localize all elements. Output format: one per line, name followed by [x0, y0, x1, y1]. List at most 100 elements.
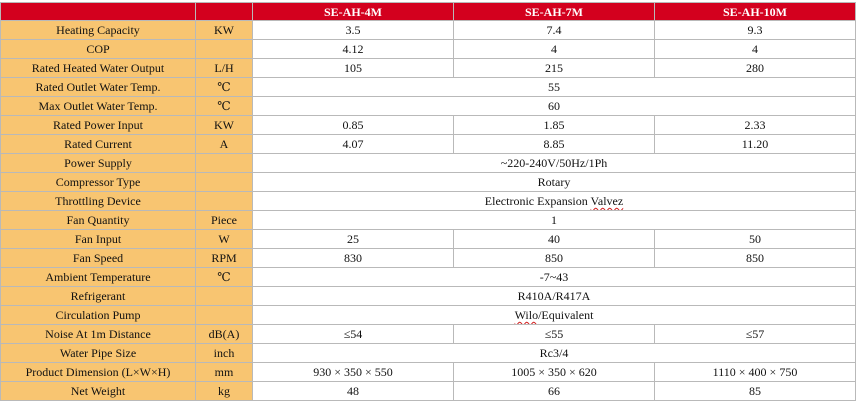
unit-label: kg	[195, 381, 253, 401]
table-row: Throttling Device Electronic Expansion V…	[0, 191, 856, 211]
value-cell: ≤57	[654, 324, 856, 344]
merged-value-cell: 1	[252, 210, 856, 230]
merged-value-cell: Wilo/Equivalent	[252, 305, 856, 325]
unit-label: ℃	[195, 267, 253, 287]
table-row: Rated Current A 4.07 8.85 11.20	[0, 134, 856, 154]
param-label: Water Pipe Size	[0, 343, 196, 363]
value-cell: 1110 × 400 × 750	[654, 362, 856, 382]
table-row: Fan Speed RPM 830 850 850	[0, 248, 856, 268]
merged-value-cell: Rotary	[252, 172, 856, 192]
param-label: Max Outlet Water Temp.	[0, 96, 196, 116]
param-label: Power Supply	[0, 153, 196, 173]
spellcheck-underlined-text: Wilo	[514, 308, 539, 322]
header-model-1: SE-AH-4M	[252, 2, 454, 21]
param-label: Rated Heated Water Output	[0, 58, 196, 78]
merged-value-cell: 55	[252, 77, 856, 97]
header-model-2: SE-AH-7M	[453, 2, 655, 21]
value-cell: 7.4	[453, 20, 655, 40]
value-cell: ≤54	[252, 324, 454, 344]
param-label: Rated Power Input	[0, 115, 196, 135]
value-cell: 4.12	[252, 39, 454, 59]
param-label: Net Weight	[0, 381, 196, 401]
merged-value-cell: R410A/R417A	[252, 286, 856, 306]
param-label: Compressor Type	[0, 172, 196, 192]
value-cell: 50	[654, 229, 856, 249]
merged-value-cell: -7~43	[252, 267, 856, 287]
value-cell: 11.20	[654, 134, 856, 154]
param-label: Throttling Device	[0, 191, 196, 211]
header-model-3: SE-AH-10M	[654, 2, 856, 21]
table-row: Compressor Type Rotary	[0, 172, 856, 192]
param-label: Rated Outlet Water Temp.	[0, 77, 196, 97]
value-cell: 0.85	[252, 115, 454, 135]
value-cell: ≤55	[453, 324, 655, 344]
table-row: Net Weight kg 48 66 85	[0, 381, 856, 401]
table-row: Rated Heated Water Output L/H 105 215 28…	[0, 58, 856, 78]
value-cell: 4.07	[252, 134, 454, 154]
param-label: Product Dimension (L×W×H)	[0, 362, 196, 382]
merged-value-cell: 60	[252, 96, 856, 116]
value-cell: 1005 × 350 × 620	[453, 362, 655, 382]
merged-value-cell: Electronic Expansion Valvez	[252, 191, 856, 211]
table-row: Ambient Temperature ℃ -7~43	[0, 267, 856, 287]
merged-value-cell: ~220-240V/50Hz/1Ph	[252, 153, 856, 173]
param-label: Fan Quantity	[0, 210, 196, 230]
value-cell: 1.85	[453, 115, 655, 135]
unit-label	[195, 305, 253, 325]
value-cell: 280	[654, 58, 856, 78]
unit-label: inch	[195, 343, 253, 363]
param-label: Noise At 1m Distance	[0, 324, 196, 344]
unit-label: RPM	[195, 248, 253, 268]
param-label: Heating Capacity	[0, 20, 196, 40]
value-cell: 25	[252, 229, 454, 249]
unit-label: ℃	[195, 96, 253, 116]
table-row: Fan Input W 25 40 50	[0, 229, 856, 249]
value-text: /Equivalent	[538, 308, 594, 322]
value-cell: 48	[252, 381, 454, 401]
table-row: Rated Power Input KW 0.85 1.85 2.33	[0, 115, 856, 135]
unit-label: Piece	[195, 210, 253, 230]
table-row: COP 4.12 4 4	[0, 39, 856, 59]
value-cell: 85	[654, 381, 856, 401]
merged-value-cell: Rc3/4	[252, 343, 856, 363]
value-text: Electronic Expansion	[484, 194, 591, 208]
header-unit	[195, 2, 253, 21]
param-label: Circulation Pump	[0, 305, 196, 325]
spellcheck-underlined-text: Valvez	[590, 194, 624, 208]
value-cell: 4	[654, 39, 856, 59]
unit-label	[195, 39, 253, 59]
unit-label: L/H	[195, 58, 253, 78]
header-param	[0, 2, 196, 21]
param-label: COP	[0, 39, 196, 59]
header-row: SE-AH-4M SE-AH-7M SE-AH-10M	[0, 2, 856, 21]
unit-label: KW	[195, 115, 253, 135]
param-label: Fan Input	[0, 229, 196, 249]
param-label: Ambient Temperature	[0, 267, 196, 287]
unit-label: W	[195, 229, 253, 249]
unit-label: mm	[195, 362, 253, 382]
value-cell: 850	[654, 248, 856, 268]
table-row: Noise At 1m Distance dB(A) ≤54 ≤55 ≤57	[0, 324, 856, 344]
value-cell: 8.85	[453, 134, 655, 154]
unit-label	[195, 153, 253, 173]
unit-label: dB(A)	[195, 324, 253, 344]
unit-label	[195, 191, 253, 211]
value-cell: 2.33	[654, 115, 856, 135]
value-cell: 9.3	[654, 20, 856, 40]
value-cell: 830	[252, 248, 454, 268]
table-row: Heating Capacity KW 3.5 7.4 9.3	[0, 20, 856, 40]
table-row: Power Supply ~220-240V/50Hz/1Ph	[0, 153, 856, 173]
value-cell: 105	[252, 58, 454, 78]
table-row: Max Outlet Water Temp. ℃ 60	[0, 96, 856, 116]
table-row: Circulation Pump Wilo/Equivalent	[0, 305, 856, 325]
unit-label: ℃	[195, 77, 253, 97]
table-row: Product Dimension (L×W×H) mm 930 × 350 ×…	[0, 362, 856, 382]
unit-label: A	[195, 134, 253, 154]
table-row: Water Pipe Size inch Rc3/4	[0, 343, 856, 363]
value-cell: 4	[453, 39, 655, 59]
table-row: Rated Outlet Water Temp. ℃ 55	[0, 77, 856, 97]
unit-label	[195, 286, 253, 306]
unit-label: KW	[195, 20, 253, 40]
param-label: Fan Speed	[0, 248, 196, 268]
value-cell: 3.5	[252, 20, 454, 40]
